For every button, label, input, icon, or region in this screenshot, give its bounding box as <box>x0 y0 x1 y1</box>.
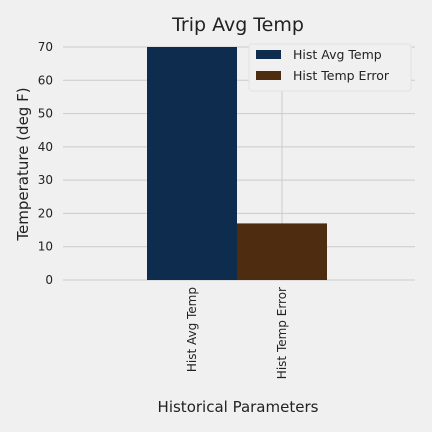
chart-title: Trip Avg Temp <box>171 14 304 36</box>
bars <box>147 47 327 280</box>
y-tick-label: 10 <box>38 240 53 254</box>
bar-hist-avg-temp <box>147 47 237 280</box>
y-tick-label: 50 <box>38 107 53 121</box>
legend-label: Hist Temp Error <box>293 68 390 83</box>
y-tick-label: 0 <box>45 273 53 287</box>
y-tick-label: 40 <box>38 140 53 154</box>
legend-box <box>248 43 412 92</box>
y-tick-label: 60 <box>38 73 53 87</box>
y-tick-label: 70 <box>38 40 53 54</box>
legend-label: Hist Avg Temp <box>293 47 382 62</box>
x-tick-label: Hist Avg Temp <box>185 287 199 372</box>
x-axis-label: Historical Parameters <box>158 398 319 416</box>
legend-swatch <box>256 71 281 80</box>
legend-swatch <box>256 50 281 59</box>
y-axis-label: Temperature (deg F) <box>14 87 32 241</box>
y-tick-label: 30 <box>38 173 53 187</box>
y-tick-labels: 0 10 20 30 40 50 60 70 <box>38 40 53 287</box>
bar-hist-temp-error <box>237 223 327 280</box>
legend: Hist Avg Temp Hist Temp Error <box>248 43 412 92</box>
x-tick-labels: Hist Avg Temp Hist Temp Error <box>185 287 289 379</box>
x-tick-label: Hist Temp Error <box>275 287 289 379</box>
y-tick-label: 20 <box>38 206 53 220</box>
